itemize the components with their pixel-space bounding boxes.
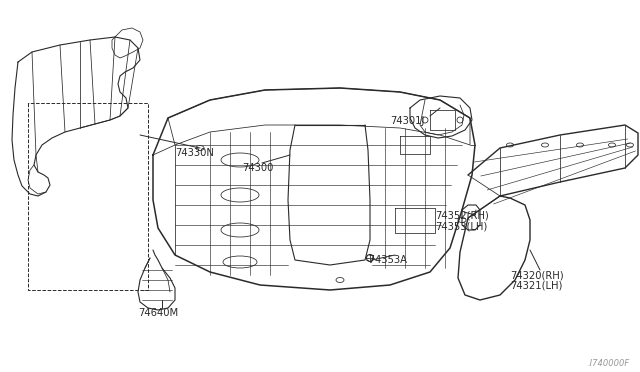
- Text: -74353A: -74353A: [366, 255, 408, 265]
- Text: 74352(RH): 74352(RH): [435, 210, 489, 220]
- Text: 74320(RH): 74320(RH): [510, 270, 564, 280]
- Text: 74353(LH): 74353(LH): [435, 221, 487, 231]
- Text: 74640M: 74640M: [138, 308, 178, 318]
- Text: 74301J: 74301J: [390, 116, 424, 126]
- Text: 74330N: 74330N: [175, 148, 214, 158]
- Text: 74321(LH): 74321(LH): [510, 281, 563, 291]
- Text: .I740000F: .I740000F: [588, 359, 630, 368]
- Text: 74300: 74300: [242, 163, 273, 173]
